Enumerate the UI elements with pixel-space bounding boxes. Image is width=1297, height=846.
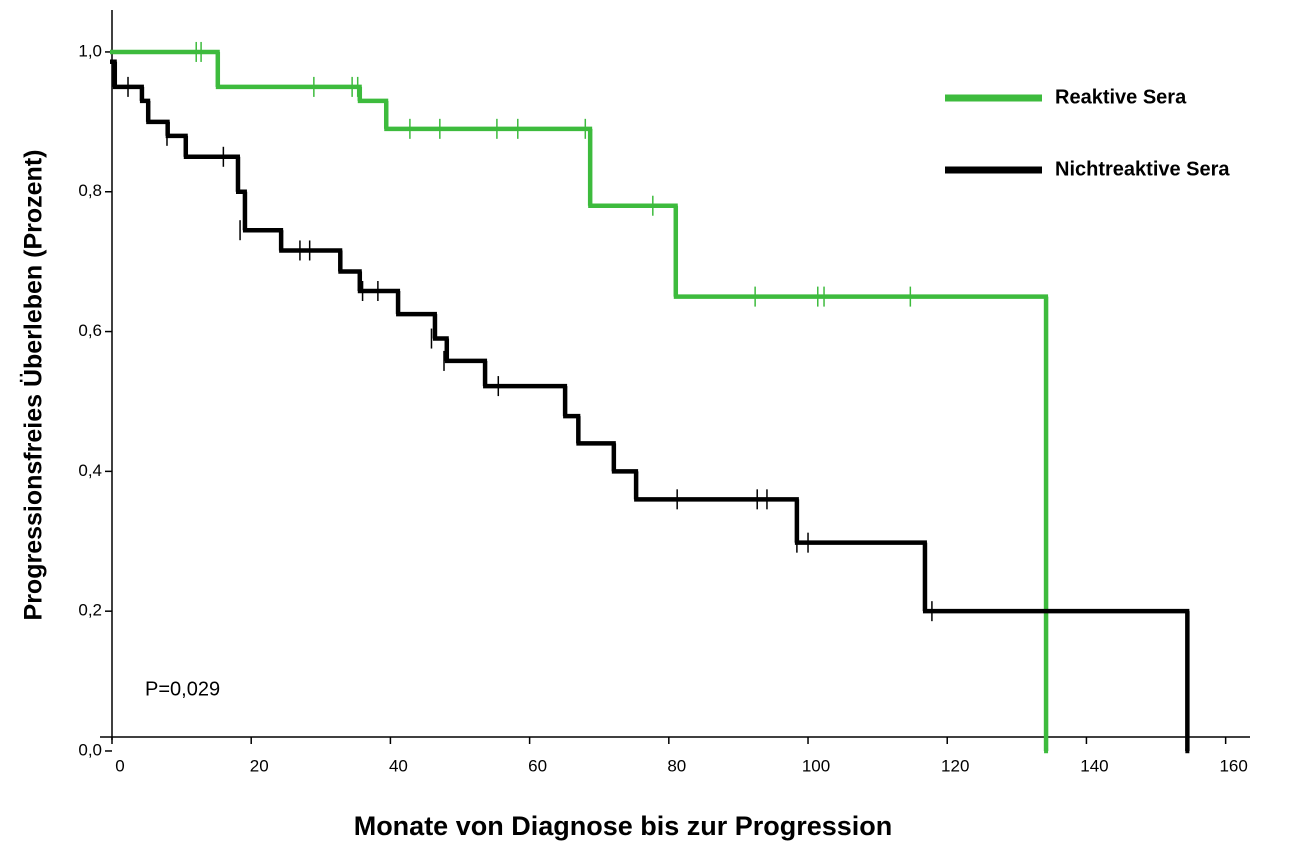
- x-axis-label: Monate von Diagnose bis zur Progression: [354, 811, 893, 841]
- x-tick-label: 80: [667, 756, 686, 775]
- x-tick-label: 20: [250, 756, 269, 775]
- legend-label: Nichtreaktive Sera: [1055, 158, 1230, 180]
- annotation: P=0,029: [145, 678, 220, 700]
- x-tick-label: 0: [115, 756, 124, 775]
- y-axis-label: Progressionsfreies Überleben (Prozent): [19, 150, 48, 621]
- y-tick-label: 0,4: [78, 461, 102, 480]
- x-tick-label: 140: [1080, 756, 1108, 775]
- y-tick-label: 0,2: [78, 601, 102, 620]
- x-tick-label: 120: [941, 756, 969, 775]
- x-tick-label: 160: [1219, 756, 1247, 775]
- x-tick-label: 40: [389, 756, 408, 775]
- y-tick-label: 0,0: [78, 740, 102, 759]
- x-tick-label: 60: [528, 756, 547, 775]
- y-tick-label: 0,6: [78, 321, 102, 340]
- y-tick-label: 1,0: [78, 41, 102, 60]
- x-tick-label: 100: [802, 756, 830, 775]
- legend-label: Reaktive Sera: [1055, 86, 1187, 108]
- y-tick-label: 0,8: [78, 181, 102, 200]
